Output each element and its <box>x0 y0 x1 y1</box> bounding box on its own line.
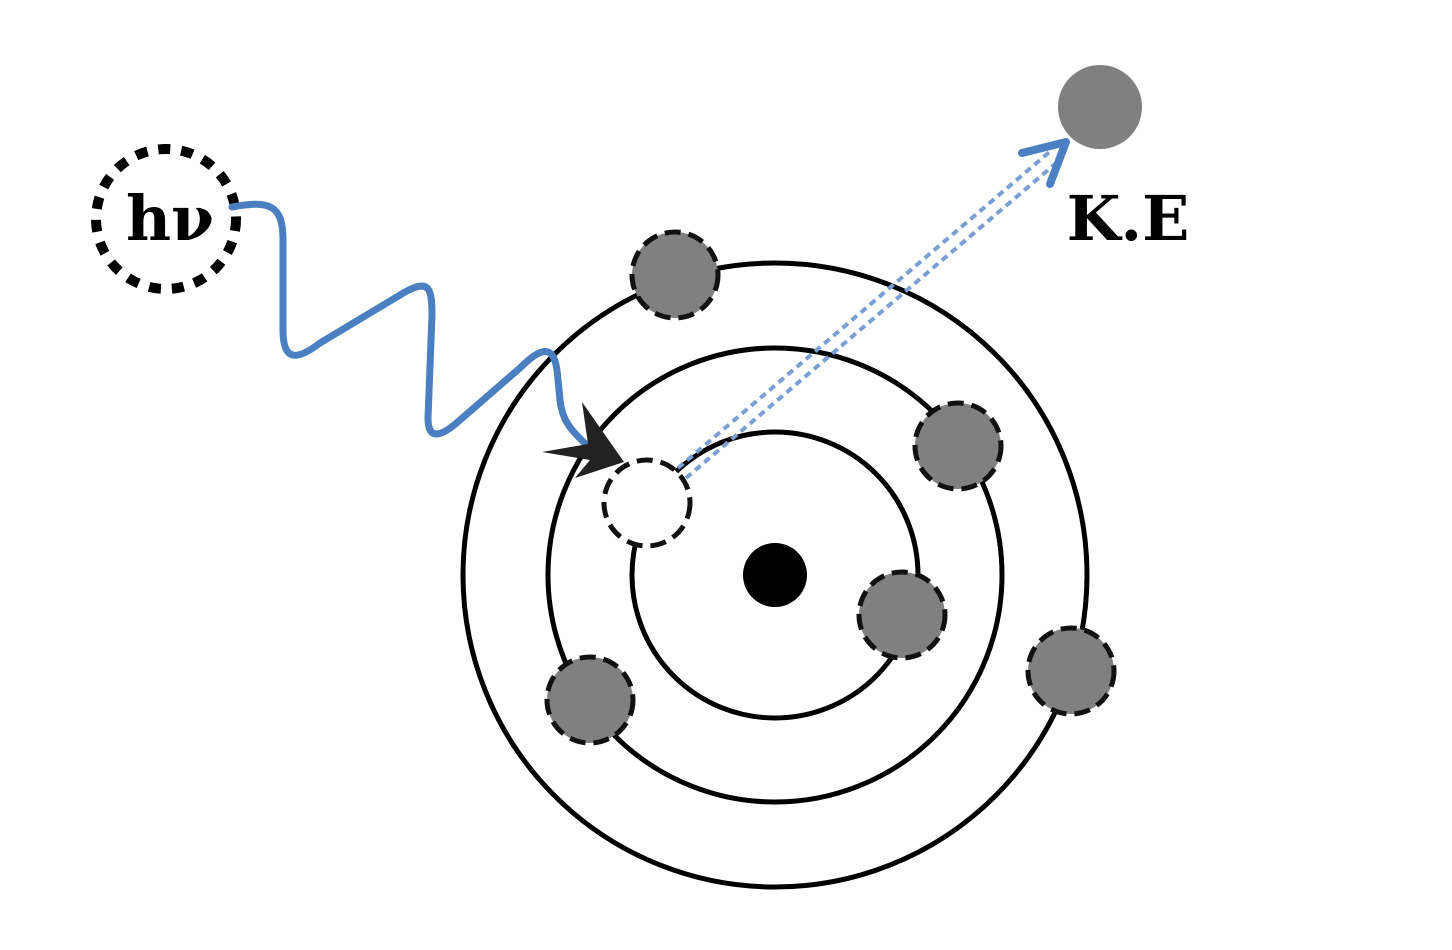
orbit-middle <box>545 345 1005 805</box>
electron-icon <box>544 654 636 746</box>
kinetic-energy-label: K.E <box>1067 182 1190 255</box>
electron-icon <box>629 229 721 321</box>
photon-label: hν <box>126 182 214 255</box>
ejected-electron-icon <box>1058 65 1142 149</box>
electrons <box>544 229 1117 746</box>
ejection-path-line-b <box>684 157 1063 480</box>
impact-arrowhead-icon <box>542 402 624 478</box>
photon-wave <box>228 200 594 452</box>
electron-icon <box>856 569 948 661</box>
electron-vacancy-icon <box>601 457 693 549</box>
electron-icon <box>912 400 1004 492</box>
ejection-arrowhead-icon <box>1018 138 1070 188</box>
ejection-path <box>676 138 1070 480</box>
electron-icon <box>1025 625 1117 717</box>
ejection-path-line-a <box>676 147 1055 470</box>
photon: hν <box>91 144 241 294</box>
orbit-outer <box>460 260 1090 890</box>
photon-circle-icon <box>91 144 241 294</box>
nucleus-icon <box>743 543 807 607</box>
